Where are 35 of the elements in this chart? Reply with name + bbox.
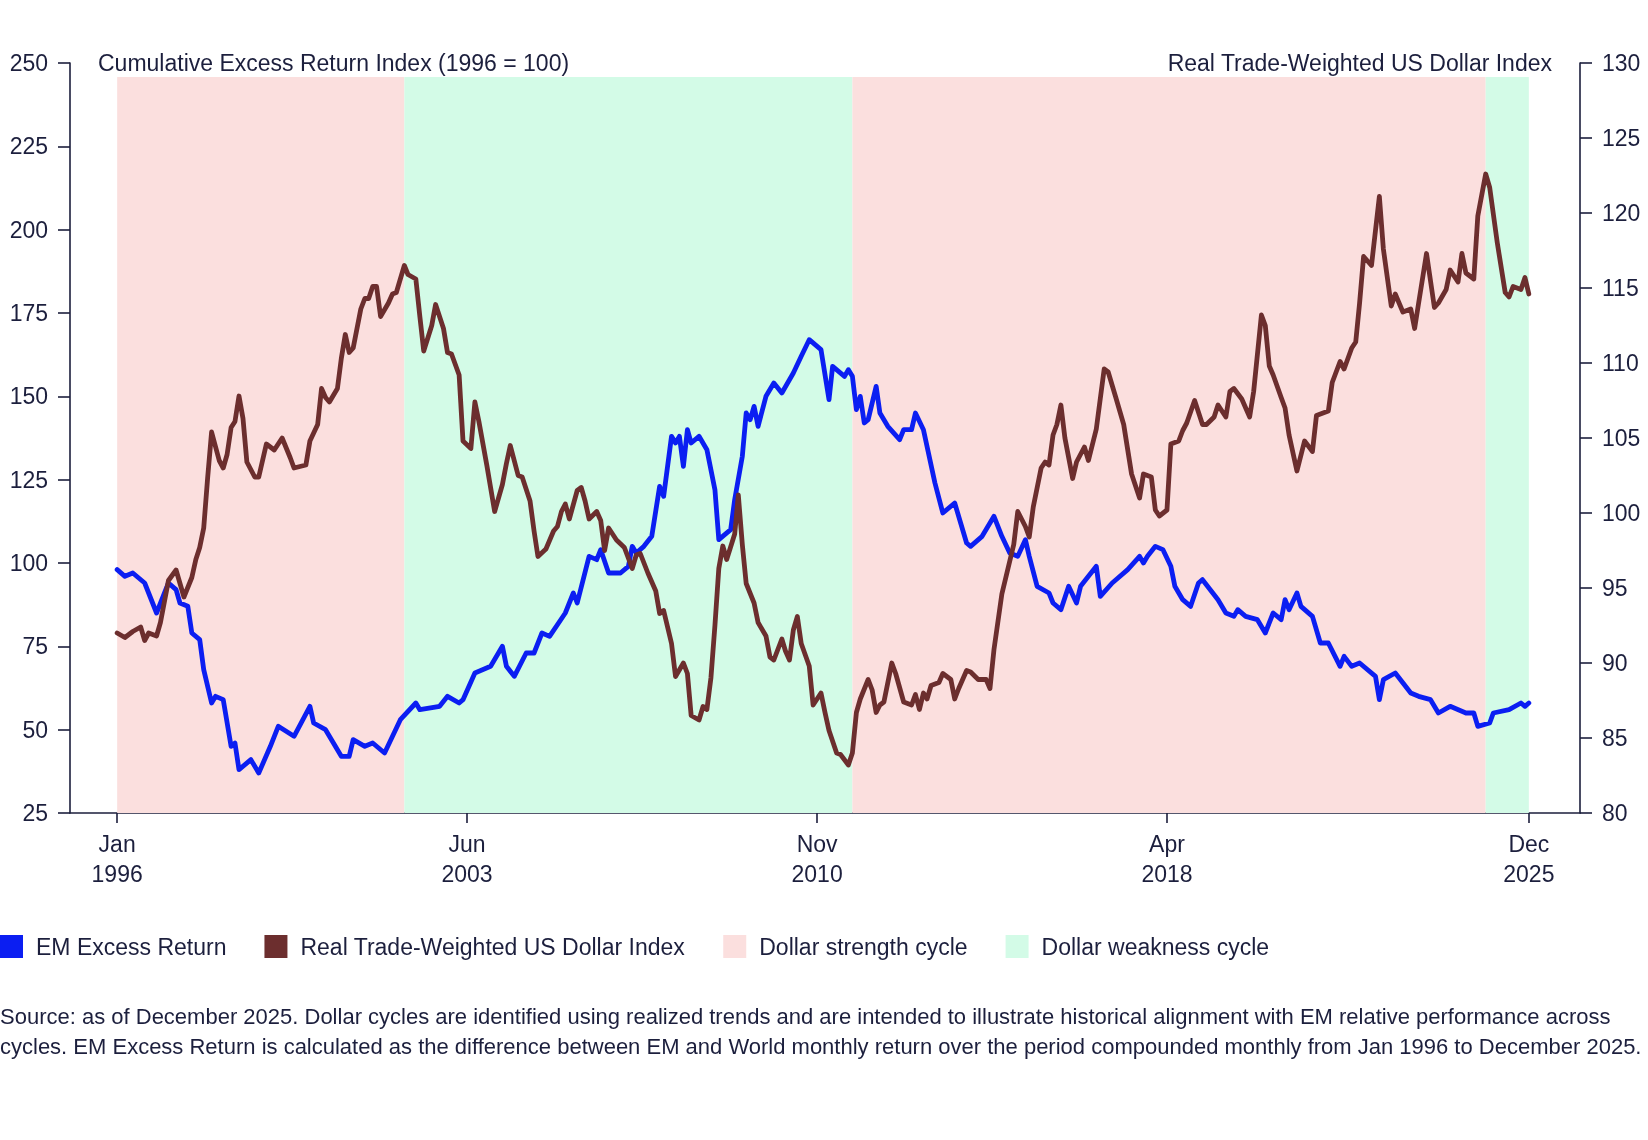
legend-label: Dollar strength cycle bbox=[759, 933, 968, 960]
y-tick-label: 100 bbox=[9, 550, 48, 576]
x-tick-label: Dec 2025 bbox=[1503, 831, 1555, 887]
x-tick-label: Jan 1996 bbox=[91, 831, 143, 887]
x-tick-label: Nov 2010 bbox=[791, 831, 843, 887]
y-tick-label: 50 bbox=[22, 716, 48, 743]
y-tick-label: 175 bbox=[9, 300, 48, 326]
source-note: Source: as of December 2025. Dollar cycles are identified using realized trends and are intended to illustrate historical alignment with EM relative performance across cycles. EM Excess Return is calculated as the difference between EM and World monthly return over the period compounded monthly from Jan 1996 to December 2025. bbox=[0, 1003, 1643, 1061]
y-tick-label: 150 bbox=[9, 383, 48, 410]
y2-tick-label: 95 bbox=[1602, 575, 1628, 601]
y2-tick-label: 100 bbox=[1602, 500, 1641, 526]
y2-tick-label: 90 bbox=[1602, 650, 1628, 676]
legend-label: Dollar weakness cycle bbox=[1041, 933, 1270, 960]
y-tick-label: 125 bbox=[9, 466, 48, 493]
y2-tick-label: 85 bbox=[1602, 725, 1628, 751]
y2-tick-label: 105 bbox=[1602, 425, 1641, 451]
y2-tick-label: 130 bbox=[1602, 50, 1641, 76]
x-tick-label: Jun 2003 bbox=[441, 831, 493, 887]
y2-tick-label: 125 bbox=[1602, 125, 1641, 151]
y2-axis-title: Real Trade-Weighted US Dollar Index bbox=[1167, 50, 1553, 76]
y-axis-title: Cumulative Excess Return Index (1996 = 100) bbox=[98, 50, 570, 76]
y-tick-label: 25 bbox=[22, 800, 48, 826]
y-tick-label: 250 bbox=[9, 50, 48, 76]
y2-tick-label: 110 bbox=[1602, 350, 1639, 376]
x-tick-label: Apr 2018 bbox=[1141, 831, 1193, 887]
y2-tick-label: 120 bbox=[1602, 200, 1641, 226]
y2-tick-label: 80 bbox=[1602, 800, 1628, 826]
y-tick-label: 225 bbox=[9, 133, 48, 160]
legend-label: EM Excess Return bbox=[36, 933, 227, 960]
legend-label: Real Trade-Weighted US Dollar Index bbox=[300, 933, 686, 960]
y2-tick-label: 115 bbox=[1602, 275, 1639, 301]
y-tick-label: 200 bbox=[9, 216, 48, 243]
line-series bbox=[114, 171, 1532, 768]
y-tick-label: 75 bbox=[22, 633, 48, 660]
line-series bbox=[114, 337, 1532, 776]
